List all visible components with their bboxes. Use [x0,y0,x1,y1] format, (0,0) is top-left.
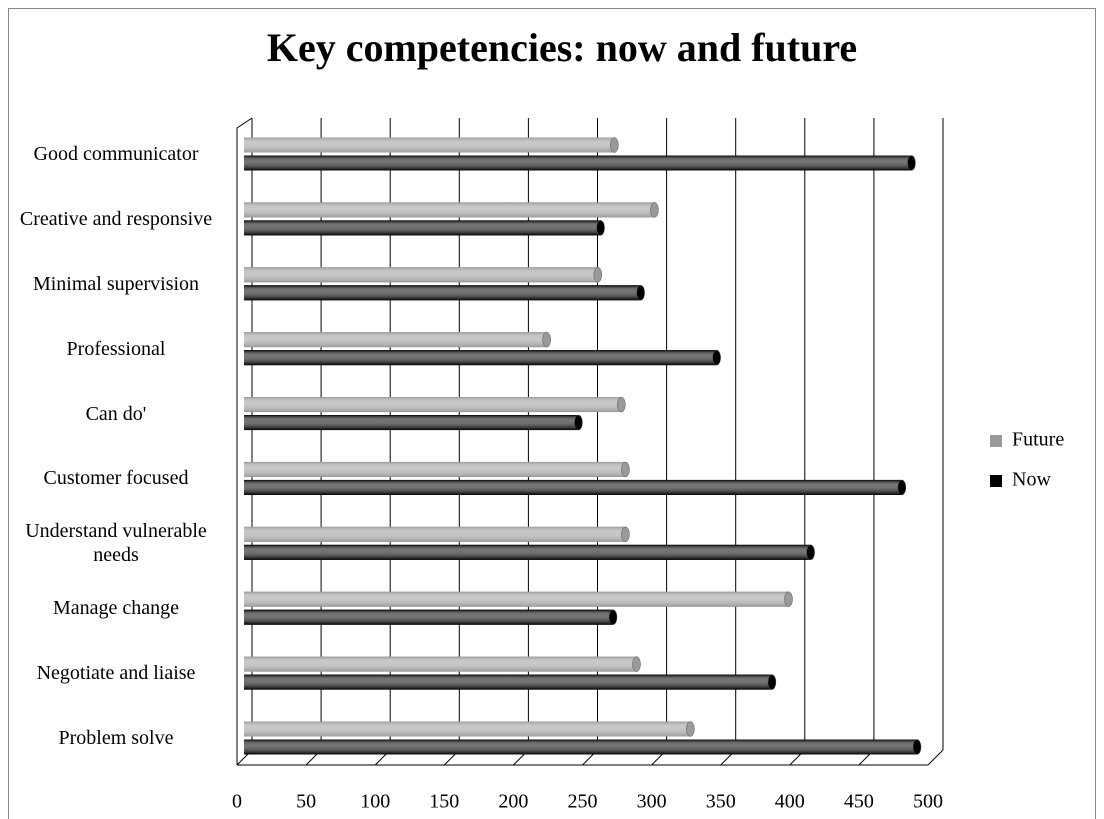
legend-label: Future [1012,429,1064,451]
x-tick-label: 450 [844,791,874,813]
bar-shade [244,544,811,560]
bar-cap [574,414,583,431]
x-tick-label: 200 [498,791,528,813]
grid-line-floor [927,749,944,766]
bar-shade [244,285,641,301]
y-tick-label: Customer focused [43,467,189,490]
y-tick-label: Can do' [85,402,147,425]
legend-label: Now [1012,469,1051,491]
bar-cap [912,739,922,755]
bar-cap [608,609,618,625]
bar-shade [244,739,918,755]
chart-title: Key competencies: now and future [267,25,857,70]
bar-cap [621,461,630,478]
x-tick-label: 50 [296,791,316,813]
bar-shade [244,155,912,171]
y-tick-label: Professional [66,337,166,360]
bar-cap [542,331,551,348]
bar-cap [806,544,815,561]
bar-cap [784,591,793,607]
y-tick-label: Manage change [52,597,180,620]
bar-shade [244,267,598,283]
bar-cap [621,526,630,543]
bar-cap [897,479,907,496]
y-tick-label: Understand vulnerable needs [25,520,207,567]
bar-cap [686,721,695,737]
bar-shade [244,721,691,737]
bar-cap [610,137,619,153]
bar-cap [712,349,721,366]
axis-wall [236,117,253,129]
x-tick-label: 400 [775,791,805,813]
bar-cap [907,155,916,171]
bar-shade [244,609,613,625]
y-tick-label: Creative and responsive [19,207,213,230]
bar-shade [244,656,637,672]
x-tick-label: 100 [360,791,390,813]
bar-cap [593,267,603,283]
bar-shade [244,591,789,607]
bar-shade [244,674,772,690]
y-tick-label: Negotiate and liaise [36,662,196,685]
bar-shade [244,461,626,477]
x-tick-label: 150 [429,791,459,813]
bar-shade [244,137,615,153]
bar-shade [244,415,579,431]
x-tick-label: 300 [637,791,667,813]
y-tick-label: Good communicator [33,143,199,165]
bar-cap [596,220,605,236]
bar-shade [244,220,601,236]
bar-shade [244,332,547,348]
bar-shade [244,202,655,218]
bar-cap [636,285,645,301]
x-tick-label: 0 [232,791,242,813]
bar-cap [632,656,641,672]
bar-cap [767,674,777,690]
bar-shade [244,526,626,542]
legend-swatch [990,475,1002,487]
bar-shade [244,397,622,413]
chart-border [8,8,1096,819]
x-tick-label: 250 [568,791,598,813]
x-tick-label: 350 [706,791,736,813]
y-tick-label: Problem solve [58,727,174,749]
bar-shade [244,350,717,366]
y-tick-label: Minimal supervision [32,272,200,295]
x-tick-label: 500 [913,791,943,813]
legend-swatch [990,435,1002,447]
bar-shade [244,479,902,495]
bar-cap [617,396,626,413]
bar-cap [650,202,659,218]
